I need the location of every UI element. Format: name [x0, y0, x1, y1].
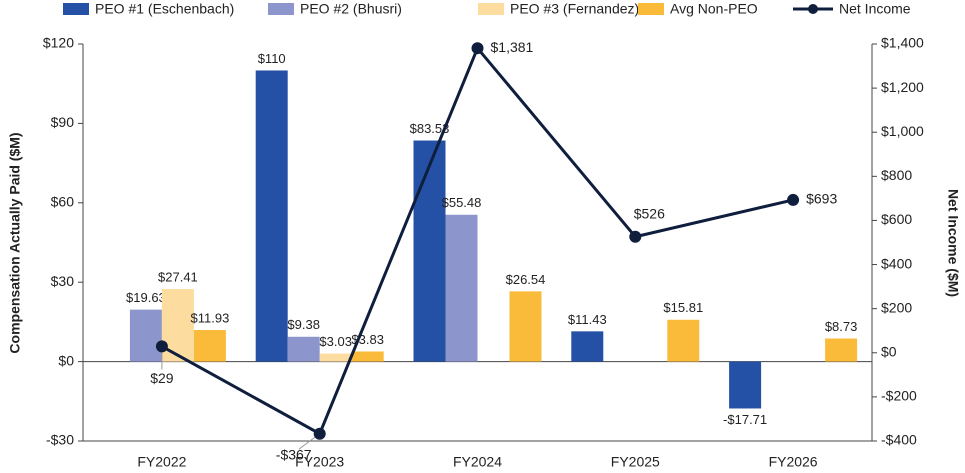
bar: [509, 291, 542, 362]
line-point: [155, 340, 168, 353]
bar-label: $15.81: [663, 300, 703, 315]
bar-label: $26.54: [506, 272, 546, 287]
bar: [667, 319, 700, 362]
legend-swatch: [63, 3, 89, 15]
bar: [351, 351, 384, 362]
x-tick-label: FY2022: [137, 454, 186, 470]
legend-label: PEO #2 (Bhusri): [300, 1, 402, 17]
bar: [129, 309, 162, 362]
line-label: -$367: [276, 446, 312, 462]
legend-label: PEO #1 (Eschenbach): [95, 1, 234, 17]
bar-label: $19.63: [126, 290, 166, 305]
legend-swatch: [478, 3, 504, 15]
bar-label: $27.41: [158, 269, 198, 284]
line-point: [787, 193, 800, 206]
bar: [445, 214, 478, 362]
bar-label: $3.03: [319, 334, 352, 349]
y2-tick-label: $1,200: [881, 79, 924, 95]
y-tick-label: $120: [43, 35, 74, 51]
y2-tick-label: -$200: [881, 388, 917, 404]
y-tick-label: $60: [51, 194, 75, 210]
line-point: [471, 42, 484, 55]
line-label: $29: [150, 370, 174, 386]
bar: [193, 330, 226, 362]
y2-tick-label: $400: [881, 255, 912, 271]
bar-label: $11.43: [568, 312, 607, 327]
y-axis-title: Compensation Actually Paid ($M): [7, 132, 23, 353]
y-tick-label: $30: [51, 273, 75, 289]
y-tick-label: $90: [51, 114, 75, 130]
line-label: $693: [806, 191, 837, 207]
line-point: [629, 230, 642, 243]
y-tick-label: $0: [58, 352, 74, 368]
line-label: $1,381: [491, 39, 534, 55]
bar-label: $55.48: [442, 195, 482, 210]
y2-tick-label: $200: [881, 299, 912, 315]
bar: [571, 331, 604, 362]
line-label: $526: [634, 205, 665, 221]
bar: [729, 361, 762, 409]
x-tick-label: FY2023: [295, 454, 344, 470]
bar-label: $11.93: [191, 310, 230, 325]
line-point: [313, 427, 326, 440]
y2-tick-label: $800: [881, 167, 912, 183]
y2-tick-label: -$400: [881, 432, 917, 448]
x-tick-label: FY2024: [453, 454, 502, 470]
bar-label: $110: [258, 51, 286, 66]
legend-swatch: [638, 3, 664, 15]
y-tick-label: -$30: [46, 432, 74, 448]
bar: [287, 336, 320, 362]
bar-label: -$17.71: [723, 412, 767, 427]
bar-label: $8.73: [825, 319, 858, 334]
y2-tick-label: $600: [881, 211, 912, 227]
legend-label: Net Income: [839, 1, 911, 17]
legend-marker: [808, 4, 818, 14]
bar: [255, 70, 288, 362]
bar: [413, 140, 446, 362]
legend-label: Avg Non-PEO: [670, 1, 758, 17]
legend-label: PEO #3 (Fernandez): [510, 1, 639, 17]
y2-tick-label: $0: [881, 343, 897, 359]
y2-tick-label: $1,000: [881, 123, 924, 139]
bar: [319, 353, 352, 362]
bar: [825, 338, 858, 362]
y2-tick-label: $1,400: [881, 35, 924, 51]
bar-label: $83.53: [410, 121, 450, 136]
y2-axis-title: Net Income ($M): [945, 189, 961, 297]
x-tick-label: FY2026: [769, 454, 818, 470]
x-tick-label: FY2025: [611, 454, 660, 470]
bar-label: $9.38: [287, 317, 320, 332]
legend-swatch: [268, 3, 294, 15]
